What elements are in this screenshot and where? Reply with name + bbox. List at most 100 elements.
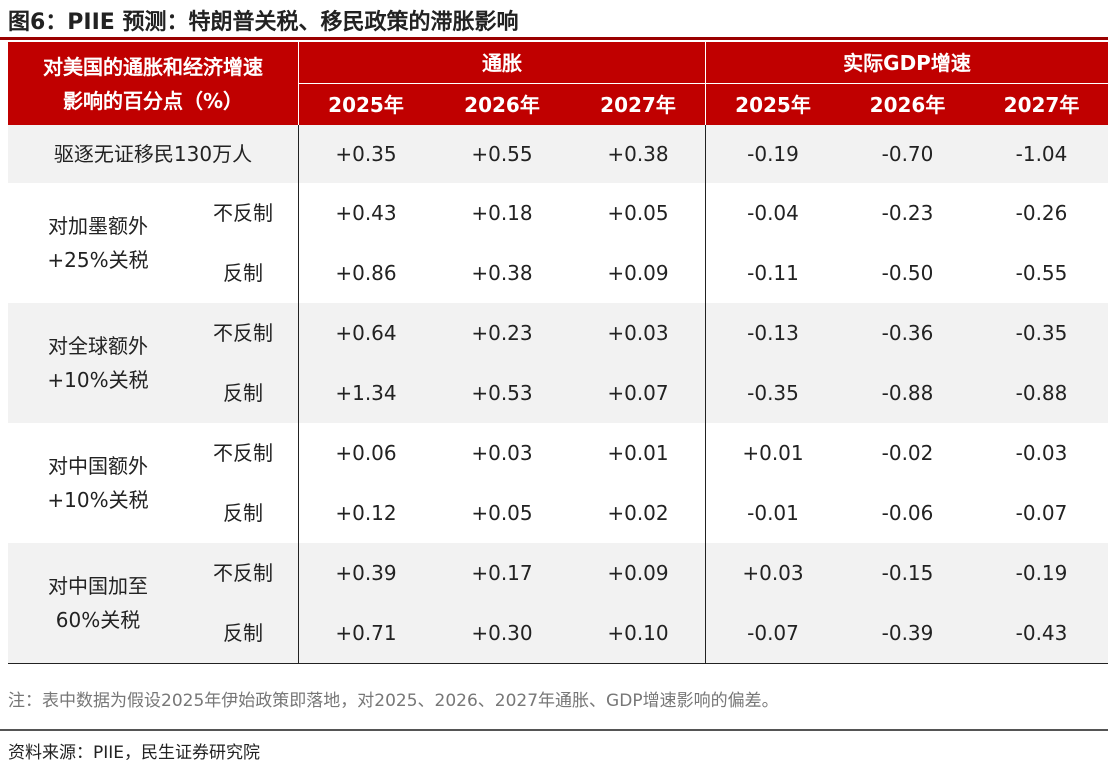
value-cell: -0.04	[706, 183, 840, 243]
value-cell: -0.07	[975, 483, 1108, 543]
cell-text: -0.26	[1015, 201, 1068, 225]
cell-text: -0.07	[747, 621, 799, 645]
sub-label: 不反制	[188, 423, 298, 483]
header-corner: 对美国的通胀和经济增速 影响的百分点（%）	[8, 42, 298, 125]
cell-text: +0.64	[335, 321, 397, 345]
row-bg	[8, 543, 1108, 663]
cell-text: 对中国加至	[48, 574, 148, 598]
value-cell: +0.01	[706, 423, 840, 483]
value-cell: -0.50	[840, 243, 975, 303]
cell-text: 反制	[223, 261, 263, 285]
row-bg	[8, 303, 1108, 423]
sub-label: 反制	[188, 363, 298, 423]
cell-text: +0.02	[607, 501, 669, 525]
cell-text: 通胀	[482, 51, 522, 75]
value-cell: +0.86	[298, 243, 434, 303]
value-cell: +0.23	[434, 303, 570, 363]
cell-text: 反制	[223, 381, 263, 405]
sub-label: 反制	[188, 243, 298, 303]
value-cell: +0.09	[570, 543, 706, 603]
value-cell: +0.03	[570, 303, 706, 363]
cell-text: -0.06	[881, 501, 934, 525]
header-year: 2026年	[840, 84, 975, 125]
cell-text: +0.05	[607, 201, 669, 225]
row-label: 对加墨额外 +25%关税	[8, 183, 188, 303]
cell-text: 60%关税	[55, 608, 141, 632]
value-cell: +1.34	[298, 363, 434, 423]
cell-text: +0.38	[607, 142, 669, 166]
value-cell: +0.43	[298, 183, 434, 243]
sub-label: 不反制	[188, 183, 298, 243]
value-cell: +0.07	[570, 363, 706, 423]
cell-text: 对加墨额外	[48, 214, 148, 238]
footer-rule	[0, 729, 1108, 731]
title: 图6：PIIE 预测：特朗普关税、移民政策的滞胀影响	[8, 10, 519, 35]
value-cell: -0.13	[706, 303, 840, 363]
cell-text: +0.18	[471, 201, 533, 225]
cell-text: +0.03	[471, 441, 533, 465]
header-divider	[705, 42, 706, 125]
cell-text: -0.02	[881, 441, 934, 465]
cell-text: +0.53	[471, 381, 533, 405]
value-cell: -0.26	[975, 183, 1108, 243]
cell-text: -0.88	[1015, 381, 1068, 405]
value-cell: -1.04	[975, 125, 1108, 183]
cell-text: +10%关税	[47, 368, 149, 392]
bottom-rule	[8, 663, 1108, 664]
header-year: 2026年	[434, 84, 570, 125]
value-cell: -0.15	[840, 543, 975, 603]
cell-text: -0.23	[881, 201, 934, 225]
cell-text: 不反制	[213, 561, 273, 585]
cell-text: -0.39	[881, 621, 934, 645]
value-cell: -0.55	[975, 243, 1108, 303]
cell-text: 不反制	[213, 201, 273, 225]
cell-text: +0.23	[471, 321, 533, 345]
value-cell: -0.35	[975, 303, 1108, 363]
note: 注：表中数据为假设2025年伊始政策即落地，对2025、2026、2027年通胀…	[8, 691, 779, 711]
value-cell: +0.35	[298, 125, 434, 183]
cell-text: +0.17	[471, 561, 533, 585]
cell-text: -0.35	[1015, 321, 1068, 345]
sub-label: 不反制	[188, 543, 298, 603]
cell-text: +0.03	[742, 561, 804, 585]
value-cell: -0.01	[706, 483, 840, 543]
cell-text: +0.01	[607, 441, 669, 465]
cell-text: 2027年	[1003, 92, 1080, 117]
cell-text: -0.35	[747, 381, 799, 405]
cell-text: 反制	[223, 501, 263, 525]
cell-text: -0.55	[1015, 261, 1068, 285]
value-cell: -0.02	[840, 423, 975, 483]
cell-text: -0.13	[747, 321, 799, 345]
row-label: 对中国额外 +10%关税	[8, 423, 188, 543]
value-cell: -0.36	[840, 303, 975, 363]
cell-text: -0.70	[881, 142, 934, 166]
cell-text: 2027年	[600, 92, 676, 117]
source: 资料来源：PIIE，民生证券研究院	[8, 743, 261, 763]
row-label: 驱逐无证移民130万人	[8, 125, 298, 183]
value-cell: +0.71	[298, 603, 434, 663]
value-cell: +0.10	[570, 603, 706, 663]
value-cell: +0.30	[434, 603, 570, 663]
value-cell: -0.70	[840, 125, 975, 183]
value-cell: -0.43	[975, 603, 1108, 663]
cell-text: +0.43	[335, 201, 397, 225]
header-year: 2027年	[975, 84, 1108, 125]
cell-text: +0.12	[335, 501, 397, 525]
row-label: 对中国加至 60%关税	[8, 543, 188, 663]
row-bg	[8, 125, 1108, 183]
cell-text: +0.06	[335, 441, 397, 465]
cell-text: +0.35	[335, 142, 397, 166]
value-cell: -0.11	[706, 243, 840, 303]
cell-text: +0.86	[335, 261, 397, 285]
value-cell: +0.55	[434, 125, 570, 183]
cell-text: 对美国的通胀和经济增速	[43, 54, 263, 79]
cell-text: -0.04	[747, 201, 799, 225]
value-cell: +0.17	[434, 543, 570, 603]
cell-text: 不反制	[213, 321, 273, 345]
cell-text: 反制	[223, 621, 263, 645]
cell-text: -0.36	[881, 321, 934, 345]
cell-text: 不反制	[213, 441, 273, 465]
row-bg	[8, 423, 1108, 543]
value-cell: -0.07	[706, 603, 840, 663]
